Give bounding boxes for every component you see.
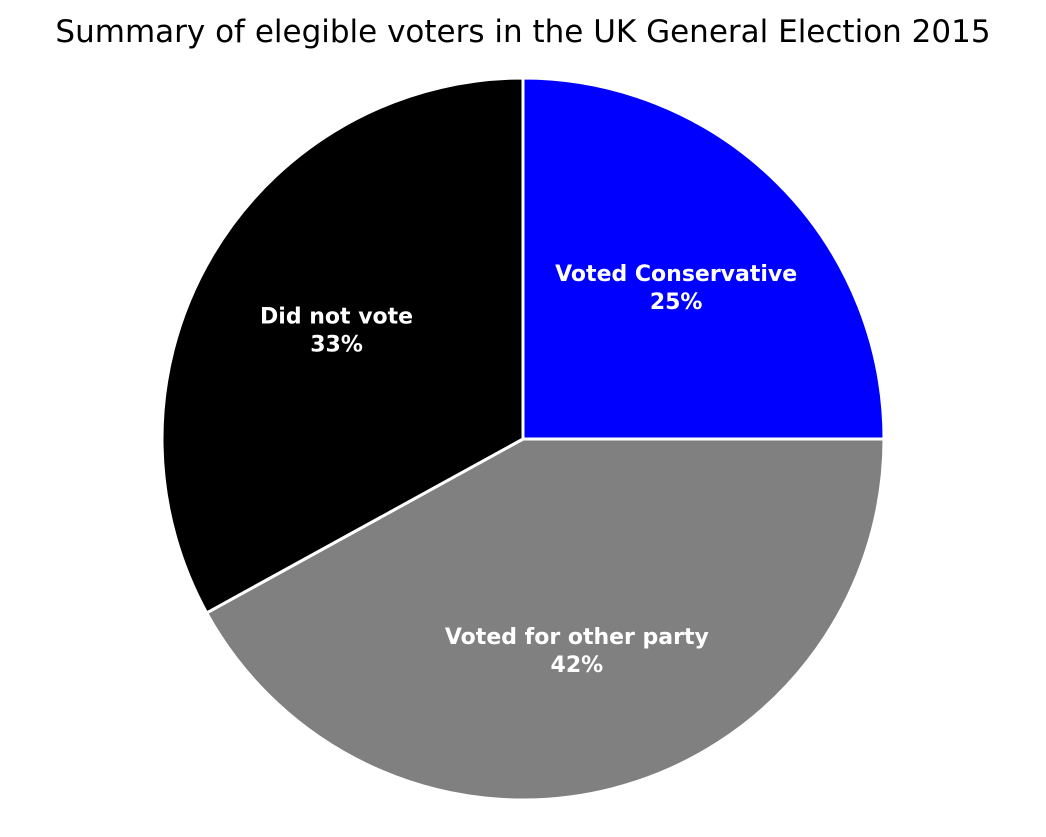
pie-slice-voted-for-other-party (205, 437, 886, 802)
slice-label-name: Voted Conservative (555, 262, 797, 287)
chart-title: Summary of elegible voters in the UK Gen… (55, 14, 991, 50)
pie-slice-did-not-vote (160, 76, 525, 615)
slice-label-value: 33% (310, 333, 363, 358)
slice-label-value: 42% (551, 653, 604, 678)
slice-label-name: Did not vote (260, 305, 413, 330)
slice-label-did-not-vote: Did not vote 33% (260, 305, 413, 358)
pie-slice-voted-conservative (521, 76, 886, 441)
slice-label-voted-for-other-party: Voted for other party 42% (445, 625, 709, 678)
slice-label-value: 25% (650, 290, 703, 315)
slice-label-name: Voted for other party (445, 625, 709, 650)
pie-labels: Voted Conservative 25% Voted for other par… (260, 262, 797, 678)
slice-label-voted-conservative: Voted Conservative 25% (555, 262, 797, 315)
pie-slices (160, 76, 886, 802)
